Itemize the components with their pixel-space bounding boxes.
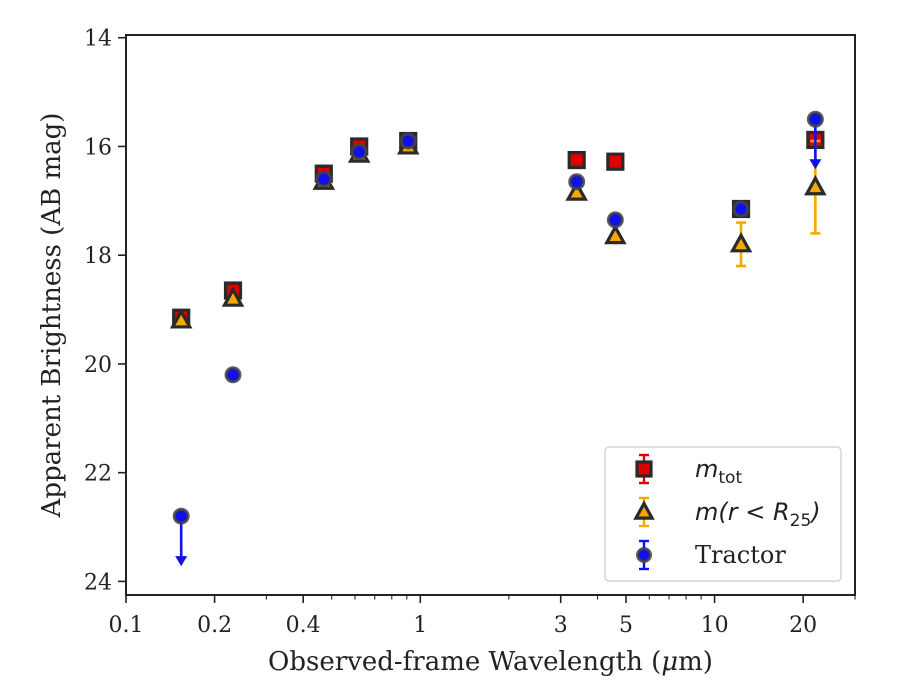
circle-point	[399, 132, 417, 150]
x-tick-label: 1	[413, 613, 427, 638]
series-tractor	[172, 110, 824, 567]
circle-point	[568, 173, 586, 191]
square-point	[567, 150, 586, 170]
legend-label: mtot	[695, 455, 742, 488]
x-tick-label: 10	[701, 613, 729, 638]
x-tick-label: 5	[619, 613, 633, 638]
legend-box	[604, 446, 842, 582]
series-m-tot	[172, 130, 825, 327]
x-axis-label: Observed-frame Wavelength (μm)	[268, 647, 713, 677]
legend-label: m(r < R25)	[695, 498, 821, 531]
triangle-point	[804, 174, 827, 196]
upper-limit-arrowhead	[175, 556, 188, 567]
plot-frame	[125, 34, 856, 596]
x-tick-label: 20	[789, 613, 817, 638]
legend-label: Tractor	[695, 541, 786, 569]
legend-entry: Tractor	[636, 539, 786, 571]
y-tick-label: 14	[84, 27, 112, 52]
legend: mtot m(r < R25) Tractor	[604, 446, 842, 582]
data-marks	[169, 110, 827, 567]
y-tick-label: 22	[84, 462, 112, 487]
y-tick-label: 18	[84, 244, 112, 269]
triangle-point	[169, 308, 193, 329]
triangle-point	[221, 286, 245, 307]
legend-triangle-marker	[633, 500, 655, 520]
series-m-r-R25	[169, 134, 827, 329]
square-point	[606, 152, 625, 171]
circle-point	[350, 143, 368, 161]
upper-limit-arrowhead	[809, 159, 822, 170]
circle-point	[172, 507, 190, 525]
legend-square-marker	[635, 460, 653, 478]
x-tick-label: 0.1	[109, 613, 144, 638]
circle-point	[606, 211, 624, 229]
circle-point	[806, 110, 824, 128]
axis-ticks: 0.1 0.2 0.4 1 3 5 10 20 14 16 18 20 22 24	[84, 27, 856, 638]
y-tick-label: 24	[84, 570, 112, 595]
triangle-point	[565, 180, 588, 201]
x-tick-label: 0.4	[286, 613, 321, 638]
x-tick-label: 3	[554, 613, 568, 638]
circle-point	[315, 170, 333, 188]
x-tick-label: 0.2	[197, 613, 232, 638]
legend-entry: m(r < R25)	[633, 496, 821, 531]
y-tick-label: 20	[84, 353, 112, 378]
y-axis-label: Apparent Brightness (AB mag)	[37, 113, 67, 519]
legend-circle-marker	[636, 547, 652, 563]
y-tick-label: 16	[84, 135, 112, 160]
circle-point	[224, 366, 242, 384]
triangle-point	[604, 223, 627, 245]
legend-entry: mtot	[635, 453, 742, 488]
triangle-point	[729, 232, 753, 253]
circle-point	[732, 200, 750, 218]
